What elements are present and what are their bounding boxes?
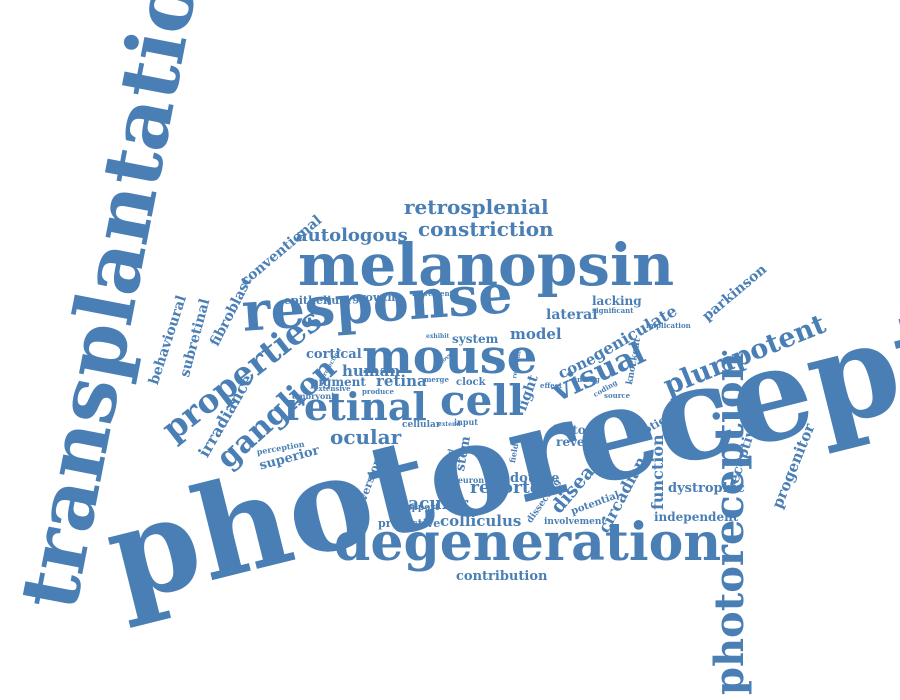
word-contribution: contribution [456, 569, 548, 584]
word-clock: clock [456, 377, 486, 388]
word-input: input [454, 417, 478, 427]
word-merge: merge [424, 375, 449, 384]
word-reporter: reporter [470, 478, 550, 498]
word-colliculus: colliculus [440, 512, 522, 530]
word-exhibit: exhibit [426, 333, 450, 340]
word-independent: independent [654, 510, 739, 524]
word-effect: effect [540, 381, 563, 390]
word-reveal: reveal [556, 435, 597, 449]
word-extensive: extensive [314, 384, 351, 393]
word-dystrophic: dystrophic [668, 481, 745, 496]
word-epithelium: epithelium [284, 294, 351, 307]
word-growth: growth [352, 291, 396, 304]
word-retina: retina [376, 372, 427, 390]
word-factor: factor [552, 423, 593, 437]
word-finding: finding [572, 375, 600, 384]
word-mouse: mouse [362, 329, 538, 385]
word-ocular: ocular [330, 425, 402, 449]
word-melanopsin: melanopsin [298, 231, 675, 299]
word-cellular: cellular [402, 420, 441, 430]
word-model: model [510, 325, 562, 343]
word-constriction: constriction [418, 217, 554, 241]
word-parkinson: parkinson [699, 261, 771, 325]
word-pigment: pigment [310, 375, 366, 389]
word-function: function [648, 434, 667, 510]
word-involvement: involvement [544, 517, 606, 527]
word-macular: macular [390, 494, 469, 514]
word-movement: movement [412, 289, 453, 298]
word-retrosplenial: retrosplenial [404, 195, 549, 219]
word-system: system [452, 332, 499, 346]
word-protective: protective [378, 517, 441, 530]
word-human: human [342, 362, 401, 380]
word-degeneration: degeneration [334, 512, 722, 573]
word-retinal: retinal [284, 384, 427, 429]
word-embryonic: embryonic [292, 391, 340, 401]
word-autologous: autologous [296, 225, 408, 246]
word-source: source [604, 391, 631, 400]
word-neuron: neuron [452, 475, 485, 485]
word-significant: significant [592, 306, 634, 315]
word-double: double [510, 471, 560, 486]
word-lacking: lacking [592, 294, 642, 308]
word-cortical: cortical [306, 347, 362, 362]
word-implication: implication [646, 321, 691, 330]
word-cell: cell [440, 376, 525, 425]
word-support: support [400, 503, 440, 513]
word-lateral: lateral [546, 307, 598, 323]
word-produce: produce [362, 387, 394, 396]
word-extend: extend [438, 421, 461, 428]
